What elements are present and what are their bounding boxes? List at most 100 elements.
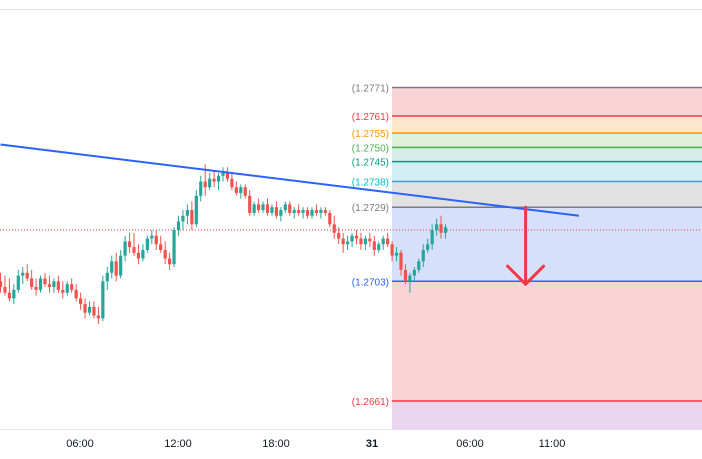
candle-body	[350, 235, 354, 242]
candle-body	[252, 204, 256, 213]
time-axis-label: 06:00	[66, 438, 94, 450]
candle-body	[181, 215, 185, 222]
candle-body	[141, 249, 145, 259]
candle-body	[394, 252, 399, 256]
candle-body	[127, 241, 132, 248]
candle-body	[283, 204, 287, 211]
candle-body	[163, 249, 167, 259]
candle-body	[288, 204, 292, 213]
candle-body	[83, 304, 87, 313]
candle-body	[439, 224, 443, 233]
candle-body	[225, 173, 230, 179]
fib-zone-fill	[392, 133, 702, 148]
candle-body	[70, 284, 74, 290]
candle-body	[430, 230, 434, 245]
candle-body	[248, 195, 252, 213]
candle-body	[243, 187, 247, 196]
candle-body	[110, 261, 114, 273]
fib-zone-fill	[392, 181, 702, 208]
time-axis-label: 11:00	[539, 438, 566, 450]
candle-body	[408, 275, 412, 282]
fib-zone-fill	[392, 207, 702, 282]
candle-body	[47, 284, 52, 287]
fib-zone-fill	[392, 401, 702, 429]
candle-body	[119, 255, 123, 276]
candle-body	[87, 306, 92, 313]
candle-body	[221, 173, 225, 176]
fib-zone-fill	[392, 116, 702, 134]
candle-body	[265, 204, 270, 213]
trendline[interactable]	[0, 143, 580, 217]
candle-body	[305, 210, 310, 216]
candle-body	[199, 181, 203, 196]
candle-body	[417, 261, 421, 270]
candle-body	[30, 278, 34, 287]
candle-body	[354, 235, 359, 239]
candle-body	[0, 281, 3, 287]
candle-body	[323, 210, 327, 213]
candle-body	[297, 210, 301, 213]
candle-body	[274, 207, 278, 216]
candle-body	[74, 289, 78, 299]
down-arrow-icon[interactable]	[506, 205, 546, 286]
candle-body	[435, 224, 439, 230]
candle-body	[270, 207, 274, 213]
candle-body	[230, 178, 234, 188]
time-axis: 06:00 12:00 18:00 31 06:00 11:00	[66, 438, 565, 450]
candle-body	[194, 195, 198, 225]
candle-body	[257, 204, 261, 211]
fib-zone-fill	[392, 281, 702, 401]
candle-body	[172, 230, 176, 265]
candle-body	[34, 287, 38, 290]
candle-body	[426, 244, 430, 250]
candle-body	[145, 238, 149, 250]
candle-body	[159, 244, 163, 250]
candle-body	[372, 241, 376, 250]
candle-body	[332, 224, 336, 233]
fib-level-label: (1.2729)	[352, 203, 389, 214]
candle-body	[185, 210, 189, 216]
candle-body	[21, 272, 25, 276]
fib-level-lines[interactable]	[392, 86, 702, 402]
candle-body	[3, 287, 7, 293]
candle-body	[208, 178, 212, 188]
fib-zone-fill	[392, 147, 702, 162]
candle-body	[363, 238, 367, 245]
candlestick-series	[0, 164, 448, 325]
time-axis-label: 31	[366, 438, 378, 450]
candle-body	[412, 269, 416, 276]
candle-body	[25, 272, 29, 279]
candle-body	[386, 238, 390, 245]
candle-body	[203, 181, 207, 188]
candle-body	[114, 261, 118, 276]
candle-body	[168, 258, 172, 265]
candle-body	[56, 281, 60, 290]
candle-body	[368, 238, 372, 242]
candle-body	[319, 210, 323, 213]
candle-body	[403, 269, 408, 282]
arrow-head[interactable]	[506, 264, 546, 286]
candle-body	[61, 289, 65, 293]
candle-body	[101, 281, 105, 319]
candle-body	[421, 249, 425, 262]
candle-body	[301, 210, 305, 213]
candle-body	[234, 187, 238, 193]
fib-zone-fills	[392, 87, 702, 429]
candle-body	[212, 178, 216, 182]
fib-zone-fill	[392, 87, 702, 116]
fib-level-label: (1.2738)	[352, 178, 389, 189]
candle-body	[399, 252, 403, 270]
candle-body	[341, 238, 345, 245]
fib-level-label: (1.2745)	[352, 158, 389, 169]
candle-body	[261, 204, 265, 211]
fib-level-labels: (1.2771) (1.2761) (1.2755) (1.2750) (1.2745)…	[352, 84, 389, 409]
candle-body	[328, 212, 332, 225]
candle-body	[292, 210, 296, 213]
candle-body	[132, 247, 136, 253]
candle-body	[43, 278, 47, 285]
candle-body	[105, 272, 109, 282]
candle-body	[150, 235, 154, 239]
candle-body	[337, 232, 341, 239]
fib-zone-fill	[392, 161, 702, 182]
